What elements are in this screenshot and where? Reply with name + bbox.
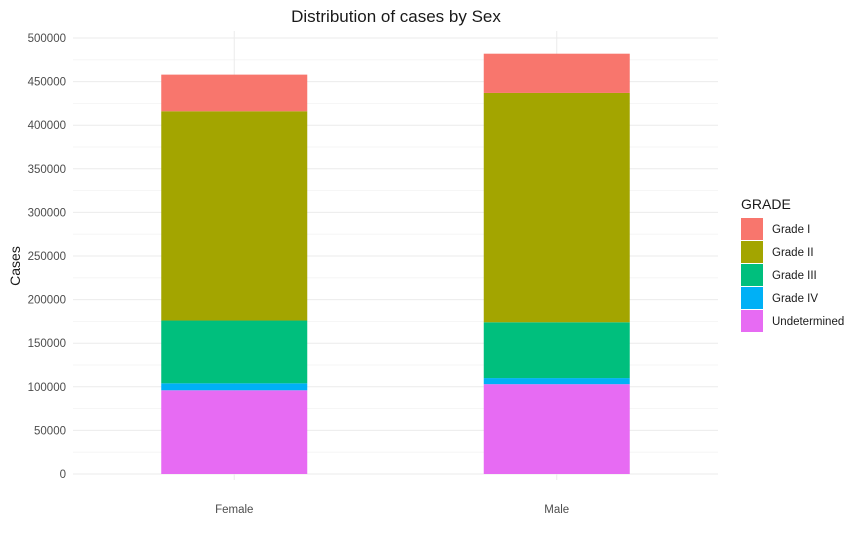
legend: GRADE Grade I Grade II Grade III Grade IV Un… (741, 196, 844, 332)
legend-key (741, 287, 763, 309)
legend-label: Grade II (772, 247, 814, 259)
legend-label: Undetermined (772, 316, 844, 328)
bar-segment (161, 74, 308, 112)
y-axis-label: Cases (7, 246, 23, 286)
y-tick-label: 0 (60, 469, 66, 481)
bar-segment (161, 383, 308, 391)
legend-key (741, 241, 763, 263)
legend-key (741, 264, 763, 286)
bar-segment (483, 322, 630, 379)
legend-title: GRADE (741, 196, 791, 212)
bar-segment (483, 384, 630, 474)
y-tick-label: 300000 (28, 207, 66, 219)
x-axis: Female Male (215, 504, 569, 516)
chart-title: Distribution of cases by Sex (291, 7, 501, 26)
y-tick-label: 100000 (28, 382, 66, 394)
y-tick-label: 450000 (28, 77, 66, 89)
y-tick-label: 50000 (34, 425, 66, 437)
bar-segment (161, 320, 308, 384)
legend-label: Grade I (772, 224, 810, 236)
y-tick-label: 250000 (28, 251, 66, 263)
legend-key (741, 218, 763, 240)
legend-key (741, 310, 763, 332)
bar-segment (161, 111, 308, 321)
bar-segment (161, 390, 308, 474)
legend-label: Grade IV (772, 293, 818, 305)
bar-segment (483, 92, 630, 323)
y-axis: 0 50000 100000 150000 200000 250000 300000 3500… (28, 33, 66, 481)
bar-segment (483, 53, 630, 93)
y-tick-label: 200000 (28, 295, 66, 307)
y-tick-label: 500000 (28, 33, 66, 45)
x-tick-label: Female (215, 504, 253, 516)
legend-label: Grade III (772, 270, 817, 282)
bar-segment (483, 378, 630, 385)
bars (161, 53, 630, 474)
y-tick-label: 400000 (28, 120, 66, 132)
y-tick-label: 150000 (28, 338, 66, 350)
y-tick-label: 350000 (28, 164, 66, 176)
x-tick-label: Male (544, 504, 569, 516)
